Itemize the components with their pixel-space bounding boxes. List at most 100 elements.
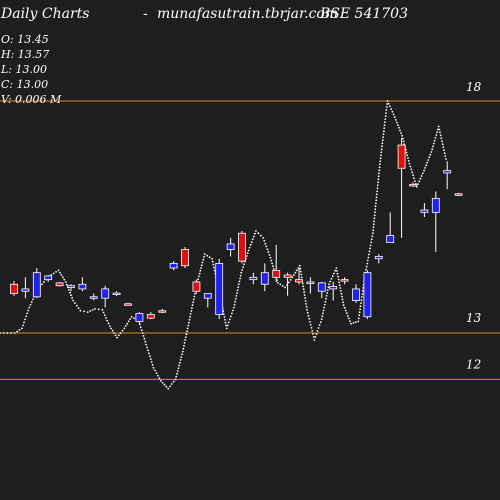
dotted-line-point	[239, 274, 242, 277]
dotted-line-point	[425, 164, 428, 167]
dotted-line-point	[379, 163, 381, 166]
dotted-line-point	[323, 306, 325, 309]
dotted-line-point	[319, 321, 322, 323]
dotted-line-point	[89, 310, 92, 312]
dotted-line-point	[189, 313, 192, 315]
dotted-line-point	[187, 324, 190, 327]
dotted-line-point	[378, 166, 381, 169]
dotted-line-point	[371, 235, 374, 238]
dotted-line-point	[421, 172, 424, 175]
dotted-line-point	[302, 288, 305, 291]
dotted-line-point	[226, 324, 229, 327]
dotted-line-point	[423, 169, 425, 172]
dotted-line-point	[325, 297, 327, 300]
dotted-line-point	[23, 321, 25, 324]
dotted-line-point	[382, 136, 384, 139]
dotted-line-point	[366, 262, 369, 265]
candle-body	[317, 282, 326, 292]
level-label-13: 13	[466, 311, 482, 325]
dotted-line-point	[155, 372, 158, 374]
dotted-line-point	[444, 155, 447, 157]
dotted-line-point	[408, 162, 411, 165]
dotted-line-point	[387, 102, 390, 105]
dotted-line-point	[349, 320, 351, 322]
candle-body	[272, 269, 281, 278]
dotted-line-point	[65, 283, 68, 286]
dotted-line-point	[225, 327, 228, 330]
dotted-line-point	[420, 175, 423, 177]
dotted-line-point	[229, 315, 232, 318]
candle-body	[409, 184, 417, 187]
dotted-line-point	[32, 298, 34, 301]
dotted-line-point	[359, 308, 361, 311]
dotted-line-point	[126, 322, 129, 325]
dotted-line-point	[430, 151, 433, 153]
dotted-line-point	[314, 336, 317, 338]
dotted-line-point	[341, 298, 344, 301]
dotted-line-point	[211, 257, 213, 260]
dotted-line-point	[304, 297, 306, 299]
dotted-line-point	[385, 112, 387, 114]
dotted-line-point	[397, 124, 399, 127]
candle-body	[44, 275, 53, 281]
dotted-line-point	[380, 151, 383, 154]
dotted-line-point	[376, 190, 379, 193]
dotted-line-point	[97, 308, 100, 311]
dotted-line-point	[133, 317, 135, 320]
dotted-line-point	[222, 313, 225, 315]
dotted-line-point	[380, 154, 382, 157]
dotted-line-point	[311, 330, 314, 332]
title-dash: -	[143, 6, 148, 22]
dotted-line-point	[279, 283, 282, 286]
dotted-line-point	[6, 332, 9, 334]
dotted-line-point	[228, 318, 231, 321]
dotted-line-point	[224, 318, 226, 321]
candle-body	[135, 313, 144, 322]
dotted-line-point	[357, 320, 360, 323]
dotted-line-point	[25, 315, 27, 318]
dotted-line-point	[83, 310, 85, 313]
dotted-line-point	[160, 379, 162, 382]
dotted-line-point	[138, 323, 141, 326]
dotted-line-point	[382, 133, 385, 136]
dotted-line-point	[59, 271, 61, 274]
candle-body	[192, 281, 201, 292]
dotted-line-point	[301, 282, 304, 285]
dotted-line-point	[372, 229, 375, 232]
dotted-line-point	[111, 329, 114, 332]
dotted-line-point	[339, 290, 342, 292]
candle-body	[32, 272, 41, 298]
dotted-line-point	[184, 336, 187, 338]
dotted-line-point	[50, 274, 53, 276]
candle-body	[454, 193, 463, 196]
candle-body	[112, 292, 121, 295]
dotted-line-point	[374, 208, 377, 211]
dotted-line-point	[391, 110, 394, 113]
dotted-line-point	[276, 282, 279, 284]
dotted-line-point	[43, 281, 45, 283]
dotted-line-point	[354, 321, 357, 324]
dotted-line-point	[326, 292, 329, 294]
dotted-line-point	[370, 241, 373, 244]
dotted-line-point	[190, 310, 193, 312]
dotted-line-point	[377, 178, 380, 181]
dotted-line-point	[140, 329, 143, 331]
dotted-line-point	[191, 307, 193, 309]
dotted-line-point	[350, 322, 352, 325]
dotted-line-point	[304, 300, 307, 302]
dotted-line-point	[402, 137, 404, 140]
dotted-line-point	[18, 329, 21, 331]
dotted-line-point	[434, 137, 437, 139]
dotted-line-point	[322, 309, 325, 312]
candle-body	[443, 170, 452, 174]
dotted-line-point	[396, 121, 398, 124]
dotted-line-point	[176, 370, 179, 372]
dotted-line-point	[424, 167, 426, 169]
dotted-line-point	[269, 256, 272, 259]
dotted-line-point	[359, 305, 362, 308]
dotted-line-point	[442, 146, 445, 149]
dotted-line-point	[348, 317, 350, 320]
dotted-line-point	[130, 315, 133, 318]
dotted-line-point	[178, 364, 181, 367]
dotted-line-point	[191, 304, 194, 307]
